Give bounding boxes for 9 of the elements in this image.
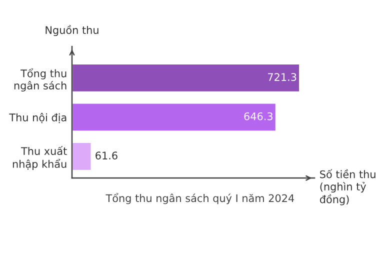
data-label: 721.3 [268,73,296,81]
x-axis-title: Số tiền thu (nghìn tỷ đồng) [320,169,376,206]
y-axis-title: Nguồn thu [46,25,98,36]
data-label: 646.3 [244,112,272,120]
y-tick-label: Tổng thu ngân sách [14,68,66,92]
data-label: 61.6 [96,152,118,160]
y-tick-label: Thu nội địa [9,112,66,124]
text: Tổng thu ngân sách quý I năm 2024 [106,193,294,204]
y-tick-label: Thu xuất nhập khẩu [12,146,67,170]
